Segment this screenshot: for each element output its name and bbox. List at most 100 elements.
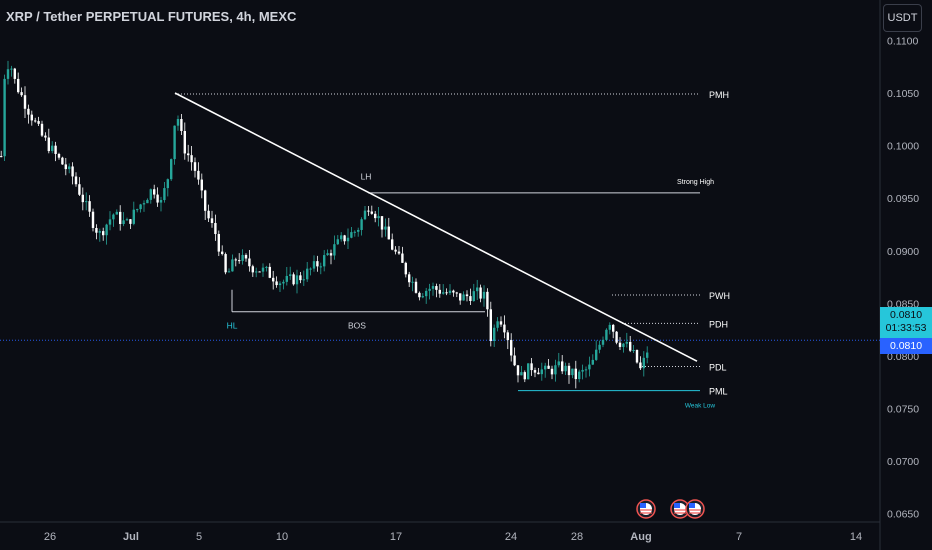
- candle-body: [17, 78, 20, 93]
- candle-body: [37, 121, 40, 124]
- candle-body: [91, 211, 95, 228]
- candle-body: [418, 292, 421, 298]
- candle-body: [10, 68, 13, 70]
- x-tick-label: 24: [505, 531, 517, 543]
- candle-body: [618, 342, 622, 347]
- currency-button[interactable]: USDT: [883, 4, 922, 32]
- candle-body: [414, 281, 418, 293]
- candle-body: [272, 277, 275, 282]
- candle-body: [448, 290, 452, 294]
- event-flag-icon: [670, 499, 690, 519]
- candle-body: [197, 170, 200, 180]
- candle-body: [166, 179, 169, 189]
- candle-body: [533, 370, 537, 373]
- candle-body: [435, 286, 438, 290]
- candle-body: [23, 95, 27, 109]
- candle-body: [312, 261, 316, 269]
- candle-body: [489, 309, 492, 341]
- candle-body: [527, 363, 530, 380]
- candle-body: [214, 223, 217, 235]
- candle-body: [564, 365, 567, 372]
- x-tick-label: 7: [736, 531, 742, 543]
- candle-body: [632, 350, 635, 352]
- candle-body: [595, 349, 598, 360]
- candle-body: [493, 327, 496, 341]
- x-tick-label: 14: [850, 531, 862, 543]
- candle-body: [438, 289, 441, 294]
- candle-body: [394, 249, 397, 252]
- candle-body: [64, 164, 67, 170]
- candle-body: [639, 362, 642, 369]
- candle-body: [530, 363, 533, 371]
- candle-body: [115, 211, 118, 215]
- candle-body: [578, 371, 581, 380]
- candle-body: [268, 266, 271, 278]
- candle-body: [455, 292, 458, 294]
- candle-body: [57, 153, 61, 158]
- y-tick-label: 0.0750: [887, 404, 919, 416]
- candle-body: [122, 220, 125, 224]
- candle-body: [278, 283, 282, 286]
- candle-body: [146, 199, 149, 204]
- candle-body: [81, 194, 84, 203]
- candle-body: [554, 365, 557, 375]
- level-label-pdh: PDH: [709, 319, 728, 329]
- candle-body: [622, 343, 625, 347]
- candle-body: [153, 189, 156, 195]
- candle-body: [499, 321, 503, 325]
- candle-body: [88, 201, 91, 212]
- candle-body: [68, 166, 71, 170]
- candle-body: [459, 293, 462, 301]
- candle-body: [384, 226, 387, 230]
- candle-body: [550, 368, 554, 375]
- candle-body: [486, 291, 489, 310]
- candle-body: [476, 287, 479, 292]
- candle-body: [510, 340, 513, 356]
- chart-title: XRP / Tether PERPETUAL FUTURES, 4h, MEXC: [6, 9, 297, 24]
- candle-body: [465, 294, 469, 297]
- candle-body: [421, 296, 424, 298]
- candle-body: [0, 156, 3, 158]
- candle-body: [428, 288, 431, 291]
- candle-body: [34, 120, 37, 122]
- candle-body: [520, 372, 523, 376]
- candle-body: [244, 254, 248, 259]
- candle-body: [299, 275, 302, 281]
- candle-body: [258, 271, 261, 273]
- candle-body: [625, 341, 628, 344]
- candle-body: [445, 292, 448, 294]
- candle-body: [547, 365, 550, 369]
- flag-icon-canton: [640, 503, 646, 508]
- x-tick-label: 10: [276, 531, 288, 543]
- candle-body: [142, 203, 146, 205]
- y-tick-label: 0.1100: [887, 35, 918, 47]
- candle-body: [54, 145, 57, 154]
- candle-body: [74, 176, 78, 185]
- candle-body: [363, 210, 367, 220]
- last-price-tag: 0.0810 01:33:53: [880, 307, 932, 339]
- descending-trendline: [174, 92, 698, 362]
- level-label-strong-high: Strong High: [677, 179, 714, 186]
- candle-body: [163, 188, 166, 201]
- x-tick-label: 17: [390, 531, 402, 543]
- candle-body: [149, 189, 152, 200]
- y-tick-label: 0.1000: [887, 141, 919, 153]
- candle-body: [584, 369, 588, 371]
- candle-body: [537, 372, 540, 375]
- x-tick-label: Aug: [630, 531, 651, 543]
- candle-body: [612, 324, 615, 332]
- candle-body: [367, 210, 370, 212]
- candle-body: [601, 339, 605, 345]
- candle-body: [635, 350, 639, 363]
- candle-body: [119, 211, 122, 224]
- candle-body: [98, 231, 101, 233]
- candle-body: [173, 125, 176, 160]
- candle-body: [401, 253, 404, 263]
- annotation-label-hl: HL: [227, 320, 238, 330]
- candle-body: [503, 324, 506, 333]
- last-price-value: 0.0810: [889, 309, 923, 321]
- candle-body: [187, 153, 190, 156]
- candle-body: [129, 219, 132, 224]
- candle-body: [462, 294, 465, 301]
